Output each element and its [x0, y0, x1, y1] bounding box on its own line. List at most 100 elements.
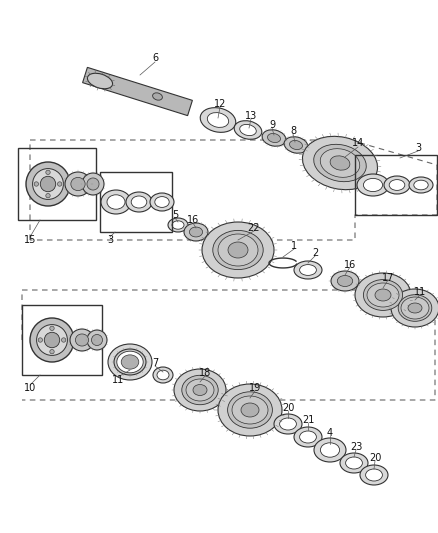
Ellipse shape — [360, 465, 388, 485]
Text: 3: 3 — [107, 235, 113, 245]
Ellipse shape — [367, 283, 399, 307]
Ellipse shape — [121, 355, 139, 369]
Ellipse shape — [300, 431, 316, 443]
Ellipse shape — [182, 375, 218, 405]
Text: 14: 14 — [352, 138, 364, 148]
Ellipse shape — [294, 261, 322, 279]
Ellipse shape — [320, 149, 360, 177]
Text: 11: 11 — [414, 287, 426, 297]
Ellipse shape — [87, 330, 107, 350]
Ellipse shape — [174, 369, 226, 411]
Ellipse shape — [321, 443, 339, 457]
Ellipse shape — [239, 401, 261, 419]
Ellipse shape — [92, 335, 102, 345]
Ellipse shape — [37, 325, 67, 356]
Ellipse shape — [189, 227, 203, 237]
Text: 5: 5 — [172, 210, 178, 220]
Ellipse shape — [373, 287, 393, 303]
Text: 22: 22 — [248, 223, 260, 233]
Bar — [100, 172, 172, 232]
Ellipse shape — [401, 297, 429, 319]
Ellipse shape — [337, 276, 353, 287]
Ellipse shape — [355, 273, 411, 317]
Ellipse shape — [117, 351, 143, 373]
Ellipse shape — [184, 223, 208, 241]
Ellipse shape — [409, 177, 433, 193]
Ellipse shape — [152, 93, 162, 100]
Text: 13: 13 — [245, 111, 257, 121]
Polygon shape — [83, 67, 192, 116]
Ellipse shape — [314, 144, 366, 182]
Ellipse shape — [71, 177, 85, 191]
Ellipse shape — [284, 137, 308, 153]
Ellipse shape — [34, 182, 39, 186]
Ellipse shape — [234, 120, 262, 139]
Text: 3: 3 — [415, 143, 421, 153]
Text: 23: 23 — [350, 442, 362, 452]
Text: 20: 20 — [282, 403, 294, 413]
Text: 19: 19 — [249, 383, 261, 393]
Ellipse shape — [44, 332, 60, 348]
Ellipse shape — [101, 190, 131, 214]
Ellipse shape — [87, 178, 99, 190]
Text: 17: 17 — [382, 273, 394, 283]
Text: 8: 8 — [290, 126, 296, 136]
Ellipse shape — [357, 174, 389, 196]
Ellipse shape — [213, 230, 263, 270]
Ellipse shape — [82, 173, 104, 195]
Ellipse shape — [46, 193, 50, 198]
Ellipse shape — [207, 112, 229, 127]
Text: 2: 2 — [312, 248, 318, 258]
Ellipse shape — [366, 469, 382, 481]
Ellipse shape — [408, 303, 422, 313]
Ellipse shape — [226, 240, 251, 260]
Ellipse shape — [398, 295, 432, 321]
Ellipse shape — [30, 318, 74, 362]
Ellipse shape — [193, 384, 207, 395]
Ellipse shape — [153, 367, 173, 383]
Ellipse shape — [126, 192, 152, 212]
Ellipse shape — [327, 154, 353, 172]
Ellipse shape — [157, 370, 169, 380]
Ellipse shape — [364, 280, 403, 310]
Ellipse shape — [375, 289, 391, 301]
Ellipse shape — [40, 176, 56, 192]
Ellipse shape — [262, 130, 286, 146]
Ellipse shape — [240, 124, 256, 135]
Ellipse shape — [290, 141, 303, 150]
Ellipse shape — [70, 329, 94, 351]
Ellipse shape — [155, 197, 169, 207]
Ellipse shape — [384, 176, 410, 194]
Ellipse shape — [218, 234, 258, 266]
Text: 18: 18 — [199, 368, 211, 378]
Text: 16: 16 — [187, 215, 199, 225]
Ellipse shape — [131, 196, 147, 208]
Ellipse shape — [38, 338, 42, 342]
Text: 21: 21 — [302, 415, 314, 425]
Ellipse shape — [75, 334, 88, 346]
Ellipse shape — [108, 344, 152, 380]
Ellipse shape — [228, 392, 272, 428]
Ellipse shape — [300, 264, 316, 276]
Ellipse shape — [268, 133, 280, 142]
Ellipse shape — [279, 418, 297, 430]
Ellipse shape — [150, 193, 174, 211]
Bar — [355, 155, 437, 215]
Text: 20: 20 — [369, 453, 381, 463]
Ellipse shape — [364, 179, 383, 191]
Ellipse shape — [191, 383, 209, 397]
Text: 7: 7 — [152, 358, 158, 368]
Ellipse shape — [389, 180, 405, 190]
Ellipse shape — [340, 453, 368, 473]
Ellipse shape — [314, 438, 346, 462]
Ellipse shape — [274, 414, 302, 434]
Text: 16: 16 — [344, 260, 356, 270]
Text: 1: 1 — [291, 241, 297, 251]
Ellipse shape — [228, 242, 248, 258]
Ellipse shape — [303, 136, 378, 190]
Ellipse shape — [32, 168, 64, 199]
Ellipse shape — [232, 396, 268, 424]
Ellipse shape — [46, 170, 50, 174]
Ellipse shape — [168, 218, 188, 232]
Bar — [22, 305, 102, 375]
